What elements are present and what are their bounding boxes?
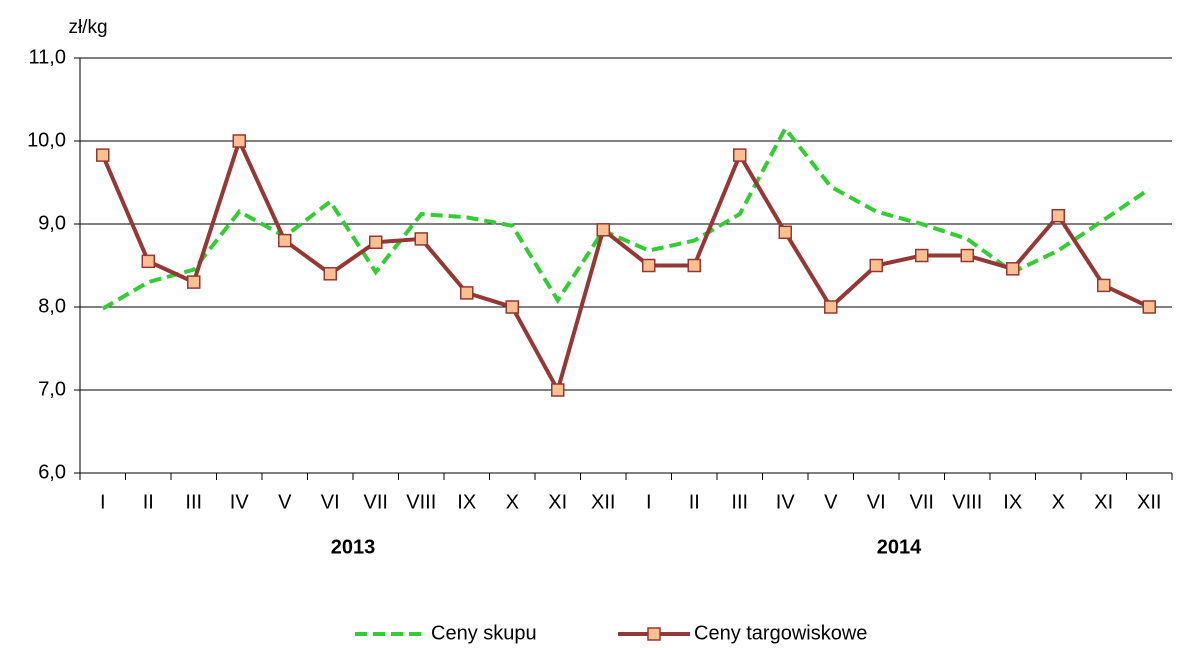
x-tick-label: XII: [591, 491, 615, 513]
x-tick-label: II: [689, 491, 700, 513]
marker: [141, 254, 155, 269]
x-tick-label: V: [278, 491, 292, 513]
marker: [505, 300, 519, 314]
marker: [687, 258, 701, 273]
x-tick-label: VIII: [406, 491, 436, 513]
marker: [460, 286, 474, 300]
marker: [1142, 300, 1156, 314]
marker: [96, 148, 110, 162]
x-tick-label: VI: [867, 491, 886, 513]
year-label: 2013: [331, 536, 376, 558]
legend-marker: [647, 627, 661, 641]
y-tick-label: 7,0: [38, 378, 66, 400]
y-tick-label: 8,0: [38, 295, 66, 317]
marker: [323, 267, 337, 281]
marker: [733, 148, 747, 162]
x-tick-label: X: [506, 491, 519, 513]
x-tick-label: XII: [1137, 491, 1161, 513]
x-tick-label: XI: [548, 491, 567, 513]
legend-label: Ceny targowiskowe: [694, 622, 867, 644]
marker: [778, 225, 792, 240]
series-line: [101, 124, 1151, 311]
marker: [369, 235, 383, 250]
marker: [232, 134, 246, 148]
x-tick-label: IX: [1003, 491, 1022, 513]
x-tick-label: I: [646, 491, 652, 513]
y-axis-label: zł/kg: [68, 17, 107, 38]
x-tick-label: XI: [1094, 491, 1113, 513]
marker: [414, 232, 428, 246]
marker: [642, 258, 656, 273]
marker: [278, 233, 292, 248]
marker: [551, 383, 565, 397]
x-tick-label: VI: [321, 491, 340, 513]
marker: [187, 275, 201, 289]
marker: [1051, 208, 1065, 223]
y-tick-label: 10,0: [27, 129, 66, 151]
marker: [915, 248, 929, 263]
y-tick-label: 9,0: [38, 212, 66, 234]
x-tick-label: V: [824, 491, 838, 513]
marker: [960, 248, 974, 263]
legend-label: Ceny skupu: [431, 622, 537, 644]
x-tick-label: IV: [230, 491, 250, 513]
marker: [824, 300, 838, 314]
x-tick-label: I: [100, 491, 106, 513]
y-tick-label: 11,0: [29, 46, 66, 68]
x-tick-label: X: [1052, 491, 1065, 513]
marker: [869, 258, 883, 273]
marker: [1006, 262, 1020, 276]
x-tick-label: IV: [776, 491, 796, 513]
marker: [1097, 278, 1111, 293]
x-tick-label: III: [185, 491, 202, 513]
series-line: [100, 135, 1151, 396]
x-tick-label: III: [731, 491, 748, 513]
x-tick-label: VIII: [952, 491, 982, 513]
year-label: 2014: [877, 536, 922, 558]
x-tick-label: IX: [457, 491, 476, 513]
x-tick-label: II: [143, 491, 154, 513]
marker: [596, 223, 610, 237]
x-tick-label: VII: [910, 491, 934, 513]
y-tick-label: 6,0: [38, 461, 66, 483]
x-tick-label: VII: [364, 491, 388, 513]
